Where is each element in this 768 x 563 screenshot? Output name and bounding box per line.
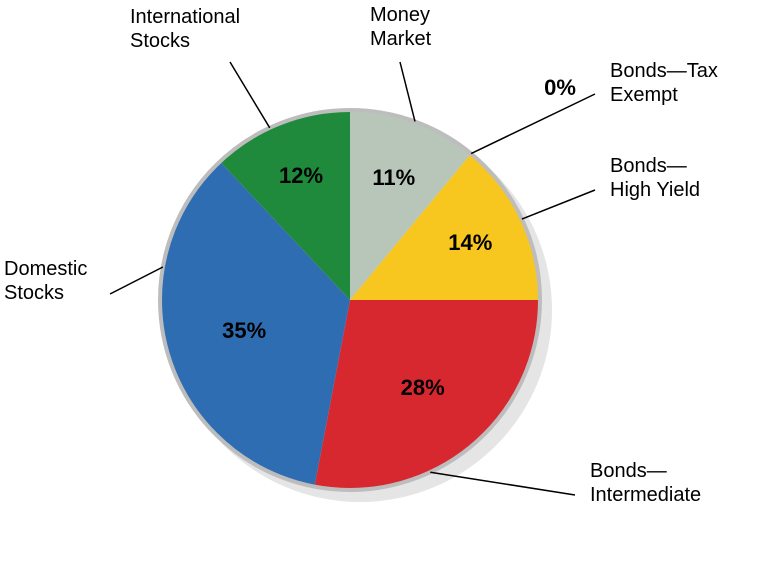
pie-svg [0, 0, 768, 563]
leader-bonds_intermediate [430, 472, 575, 495]
leader-bonds_tax_exempt [471, 94, 595, 154]
slice-bonds_intermediate [314, 300, 540, 490]
leader-international_stocks [230, 62, 270, 128]
pie-chart: Money Market11%Bonds—Tax Exempt0%Bonds— … [0, 0, 768, 563]
leader-money_market [400, 62, 415, 121]
leader-domestic_stocks [110, 267, 163, 294]
leader-bonds_high_yield [522, 190, 595, 219]
